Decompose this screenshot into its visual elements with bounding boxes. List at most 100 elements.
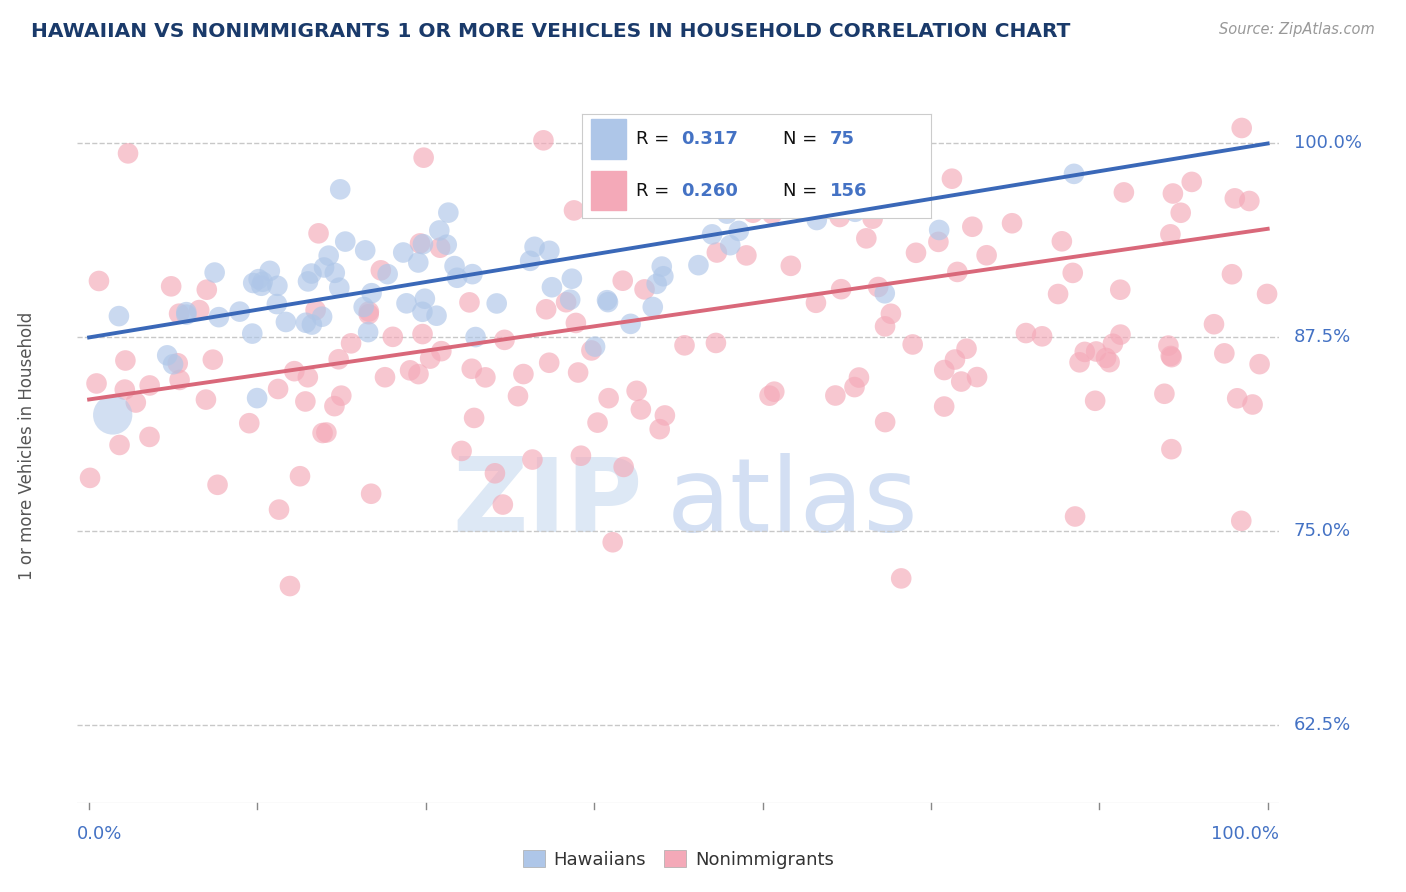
Point	[176, 305, 198, 319]
Point	[492, 498, 515, 512]
Point	[612, 274, 634, 288]
Point	[673, 338, 696, 352]
Point	[328, 352, 350, 367]
Point	[328, 280, 350, 294]
Point	[1098, 355, 1121, 369]
Point	[831, 163, 853, 178]
Point	[370, 263, 392, 277]
Point	[1159, 227, 1181, 242]
Point	[880, 307, 903, 321]
Point	[395, 296, 418, 310]
Point	[108, 438, 131, 452]
Point	[613, 459, 636, 474]
Point	[450, 444, 472, 458]
Point	[117, 146, 139, 161]
Point	[1160, 349, 1182, 363]
Point	[87, 274, 110, 288]
Text: HAWAIIAN VS NONIMMIGRANTS 1 OR MORE VEHICLES IN HOUSEHOLD CORRELATION CHART: HAWAIIAN VS NONIMMIGRANTS 1 OR MORE VEHI…	[31, 22, 1070, 41]
Point	[727, 224, 749, 238]
Point	[1202, 317, 1225, 331]
Point	[108, 309, 131, 323]
Point	[844, 380, 866, 394]
Point	[246, 391, 269, 405]
Point	[1084, 393, 1107, 408]
Point	[304, 303, 326, 318]
Point	[318, 249, 340, 263]
Point	[862, 211, 884, 226]
Point	[194, 392, 217, 407]
Point	[761, 207, 783, 221]
Point	[555, 295, 578, 310]
Point	[240, 326, 263, 341]
Point	[873, 319, 896, 334]
Point	[1239, 194, 1261, 208]
Point	[1213, 346, 1236, 360]
Point	[779, 259, 801, 273]
Point	[583, 340, 606, 354]
Point	[1064, 509, 1087, 524]
Point	[645, 277, 668, 291]
Point	[586, 416, 609, 430]
Point	[86, 376, 108, 391]
Point	[429, 241, 451, 255]
Point	[533, 133, 555, 147]
Point	[890, 571, 912, 585]
Point	[195, 283, 218, 297]
Point	[652, 269, 675, 284]
Point	[294, 394, 316, 409]
Point	[315, 425, 337, 440]
Point	[162, 357, 184, 371]
Point	[329, 182, 352, 196]
Point	[868, 280, 890, 294]
Point	[620, 317, 643, 331]
Point	[252, 275, 274, 289]
Point	[1230, 120, 1253, 135]
Point	[138, 430, 160, 444]
Point	[167, 307, 190, 321]
Point	[412, 237, 434, 252]
Point	[561, 271, 583, 285]
Point	[266, 278, 288, 293]
Point	[873, 286, 896, 301]
Point	[247, 272, 270, 286]
Point	[413, 292, 436, 306]
Point	[633, 282, 655, 296]
Point	[1223, 191, 1246, 205]
Point	[941, 171, 963, 186]
Point	[707, 198, 730, 212]
Point	[1249, 357, 1271, 371]
Point	[735, 248, 758, 262]
Point	[436, 237, 458, 252]
Point	[538, 356, 561, 370]
Point	[648, 422, 671, 436]
Text: ZIP: ZIP	[451, 452, 643, 554]
Point	[458, 295, 481, 310]
Point	[381, 330, 404, 344]
Point	[201, 352, 224, 367]
Point	[596, 295, 619, 310]
Point	[1153, 386, 1175, 401]
Point	[934, 400, 956, 414]
Point	[1085, 344, 1108, 359]
Point	[1109, 327, 1132, 342]
Point	[565, 316, 588, 330]
Point	[1063, 167, 1085, 181]
Point	[704, 335, 727, 350]
Point	[474, 370, 496, 384]
Point	[311, 425, 333, 440]
Point	[323, 399, 346, 413]
Point	[114, 383, 136, 397]
Point	[1047, 287, 1070, 301]
Point	[484, 467, 506, 481]
Point	[506, 389, 529, 403]
Point	[651, 260, 673, 274]
Point	[425, 309, 447, 323]
Point	[742, 205, 765, 219]
Point	[437, 205, 460, 219]
Point	[1256, 287, 1278, 301]
Point	[943, 352, 966, 367]
Point	[962, 219, 984, 234]
Point	[176, 308, 198, 322]
Point	[138, 378, 160, 392]
Point	[1031, 329, 1053, 343]
